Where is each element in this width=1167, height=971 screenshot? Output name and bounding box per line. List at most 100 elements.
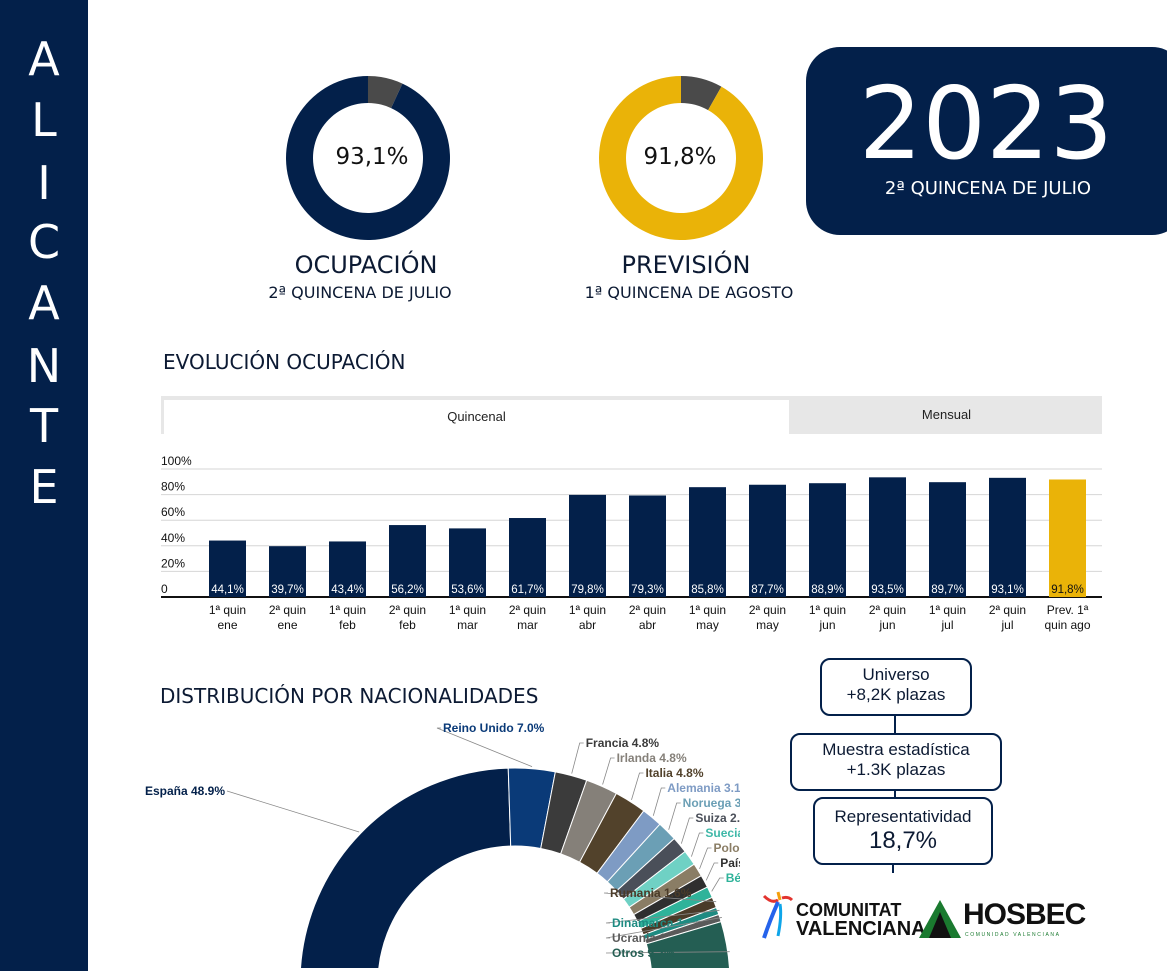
- bar-value-label: 93,1%: [991, 584, 1024, 596]
- x-tick-label: 1ª quin: [689, 603, 726, 617]
- cv-line1: COMUNITAT: [796, 900, 902, 920]
- leader-line: [436, 727, 533, 768]
- x-tick-label: may: [756, 618, 779, 632]
- year-number: 2023: [858, 65, 1114, 182]
- sidebar-letter: C: [27, 215, 61, 269]
- occupancy-donut: [286, 76, 450, 241]
- comunitat-valenciana-logo: COMUNITAT VALENCIANA: [758, 886, 926, 942]
- nationality-label: Suecia 2.3%: [705, 826, 740, 840]
- forecast-value: 91,8%: [643, 144, 717, 170]
- bar: [809, 483, 846, 597]
- cv-symbol-icon: [762, 891, 794, 939]
- universe-label: Universo: [862, 665, 930, 684]
- nationality-label: Polonia 2.0%: [714, 841, 740, 855]
- occupancy-value: 93,1%: [335, 144, 409, 170]
- nationality-slice: [645, 920, 730, 968]
- donut-value-arc: [286, 76, 450, 241]
- bar: [509, 518, 546, 597]
- evolution-bar-chart: 020%40%60%80%100%44,1%1ª quinene39,7%2ª …: [161, 454, 1102, 632]
- bar: [389, 525, 426, 597]
- bar-value-label: 56,2%: [391, 584, 424, 596]
- universe-value: +8,2K plazas: [846, 685, 946, 704]
- nationality-label: Reino Unido 7.0%: [443, 721, 545, 735]
- bar-value-label: 91,8%: [1051, 584, 1084, 596]
- leader-line: [605, 909, 720, 924]
- y-tick-label: 40%: [161, 531, 185, 545]
- nationalities-chart: España 48.9% Reino Unido 7.0% Francia 4.8%…: [145, 721, 740, 968]
- sample-value: +1.3K plazas: [846, 760, 946, 779]
- y-tick-label: 0: [161, 582, 168, 596]
- leader-line: [603, 892, 717, 903]
- leader-line: [652, 787, 666, 816]
- donut-value-arc: [599, 76, 763, 240]
- donut-remainder: [368, 76, 403, 109]
- evolution-tabs: Quincenal Mensual: [161, 396, 1102, 436]
- bar-value-label: 88,9%: [811, 584, 844, 596]
- nationality-label: Italia 4.8%: [645, 766, 703, 780]
- bar: [1049, 479, 1086, 597]
- x-tick-label: jul: [1000, 618, 1013, 632]
- nationality-label: Francia 4.8%: [586, 736, 660, 750]
- bar-value-label: 87,7%: [751, 584, 784, 596]
- bar: [689, 487, 726, 597]
- tab-mensual[interactable]: Mensual: [921, 407, 972, 422]
- x-tick-label: feb: [339, 618, 356, 632]
- bar: [209, 540, 246, 597]
- representativity-label: Representatividad: [834, 807, 972, 826]
- nationality-label: Dinamarca 1.1%: [612, 916, 704, 930]
- leader-line: [711, 877, 724, 892]
- x-tick-label: feb: [399, 618, 416, 632]
- bar: [929, 482, 966, 597]
- bar-value-label: 89,7%: [931, 584, 964, 596]
- bar-value-label: 44,1%: [211, 584, 244, 596]
- nationality-label: Alemania 3.1%: [667, 781, 740, 795]
- bar: [329, 541, 366, 597]
- leader-line: [605, 917, 722, 939]
- x-tick-label: jul: [940, 618, 953, 632]
- forecast-title: PREVISIÓN: [621, 251, 751, 279]
- tab-quincenal[interactable]: Quincenal: [164, 398, 789, 436]
- bar-value-label: 79,8%: [571, 584, 604, 596]
- bar-value-label: 53,6%: [451, 584, 484, 596]
- bar: [569, 494, 606, 597]
- year-period: 2ª QUINCENA DE JULIO: [884, 178, 1092, 199]
- x-tick-label: 2ª quin: [629, 603, 666, 617]
- nationality-label: Irlanda 4.8%: [617, 751, 687, 765]
- x-tick-label: 2ª quin: [989, 603, 1026, 617]
- x-tick-label: abr: [579, 618, 596, 632]
- x-tick-label: jun: [818, 618, 835, 632]
- nationality-label: Rumania 1.6%: [610, 886, 692, 900]
- universe-box: Universo +8,2K plazas: [820, 658, 972, 716]
- leader-line: [605, 951, 730, 954]
- sidebar-letter: T: [29, 399, 59, 453]
- x-tick-label: 1ª quin: [569, 603, 606, 617]
- sidebar-letter: I: [37, 156, 51, 210]
- x-tick-label: quin ago: [1044, 618, 1090, 632]
- flow-connector: [892, 863, 894, 873]
- bar: [269, 546, 306, 597]
- occupancy-subtitle: 2ª QUINCENA DE JULIO: [268, 283, 452, 302]
- sidebar-letter: N: [26, 339, 62, 393]
- x-tick-label: 1ª quin: [449, 603, 486, 617]
- bar: [749, 484, 786, 597]
- leader-line: [691, 832, 704, 857]
- x-tick-label: 2ª quin: [869, 603, 906, 617]
- hosbec-triangle-icon: [919, 900, 961, 938]
- x-tick-label: mar: [517, 618, 538, 632]
- bar: [989, 477, 1026, 597]
- leader-line: [699, 847, 712, 869]
- hosbec-tagline: COMUNIDAD VALENCIANA: [965, 932, 1061, 938]
- bar-value-label: 93,5%: [871, 584, 904, 596]
- x-tick-label: 1ª quin: [329, 603, 366, 617]
- sample-label: Muestra estadística: [822, 740, 970, 759]
- bar-value-label: 43,4%: [331, 584, 364, 596]
- sidebar-letter: E: [29, 460, 59, 514]
- y-tick-label: 80%: [161, 480, 185, 494]
- x-tick-label: 2ª quin: [749, 603, 786, 617]
- forecast-donut: [599, 76, 763, 240]
- leader-line: [668, 802, 681, 830]
- x-tick-label: Prev. 1ª: [1047, 603, 1089, 617]
- x-tick-label: may: [696, 618, 719, 632]
- hosbec-name: HOSBEC: [963, 898, 1086, 931]
